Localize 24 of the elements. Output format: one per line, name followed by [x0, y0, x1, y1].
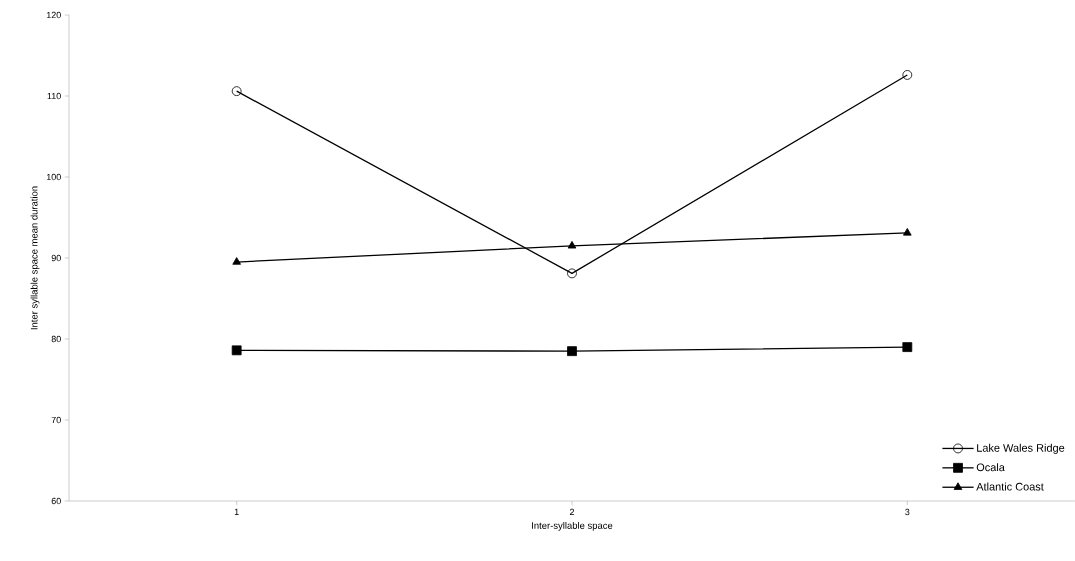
y-tick-label: 110 — [47, 92, 61, 100]
y-tick-label: 120 — [46, 11, 61, 19]
point — [902, 342, 913, 352]
point — [902, 70, 913, 80]
y-tick-label: 80 — [51, 335, 61, 343]
point — [567, 268, 577, 279]
y-tick-label: 100 — [46, 173, 61, 181]
point — [232, 257, 241, 265]
x-tick-label: 2 — [569, 508, 575, 516]
point — [231, 345, 242, 356]
point — [903, 228, 912, 236]
point — [567, 346, 577, 357]
y-tick-label: 90 — [51, 254, 61, 262]
legend-label: Atlantic Coast — [976, 482, 1044, 491]
y-axis-title: Inter syllable space mean duration — [30, 186, 40, 330]
point — [231, 86, 242, 97]
x-tick-label: 1 — [234, 508, 239, 515]
x-tick-label: 3 — [905, 508, 910, 516]
point — [567, 240, 577, 249]
legend-label: Ocala — [976, 463, 1005, 472]
x-axis-title: Inter-syllable space — [532, 521, 613, 531]
y-tick-label: 60 — [51, 497, 61, 505]
legend-label: Lake Wales Ridge — [977, 443, 1065, 454]
y-tick-label: 70 — [51, 416, 61, 424]
